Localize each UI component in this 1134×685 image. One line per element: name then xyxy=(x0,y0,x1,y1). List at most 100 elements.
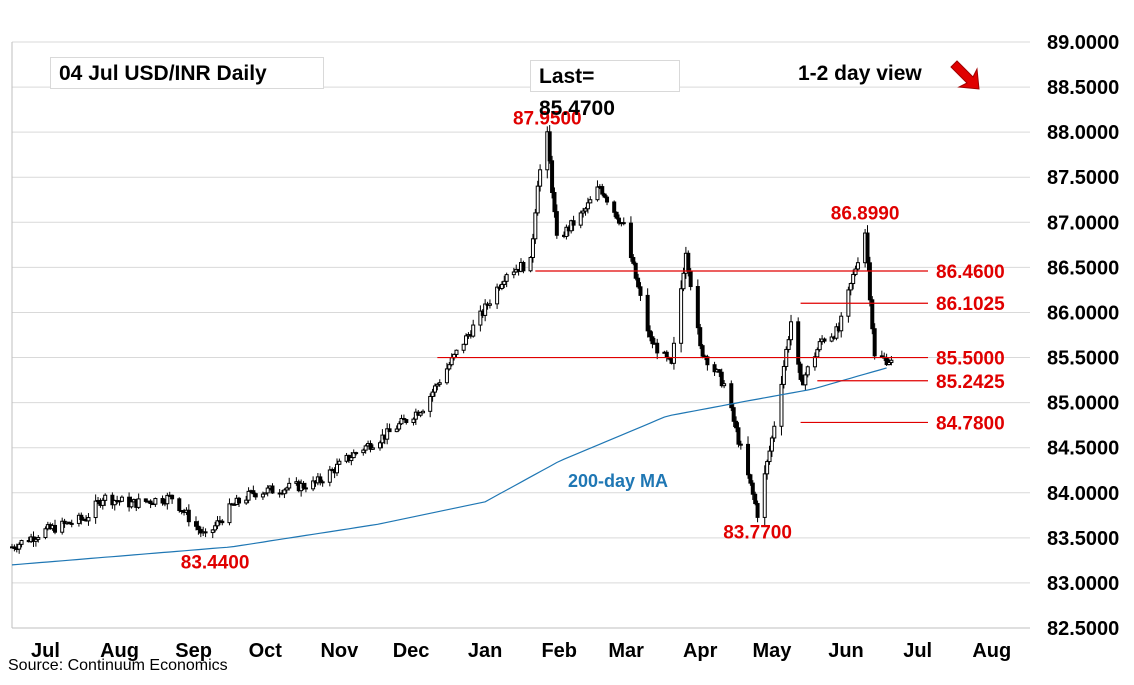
candle-body xyxy=(698,327,703,347)
level-label: 86.1025 xyxy=(936,294,1005,315)
candle-body xyxy=(638,286,643,296)
candle-body xyxy=(327,469,332,483)
y-tick-label: 85.5000 xyxy=(1047,348,1119,370)
candle-body xyxy=(428,395,433,412)
x-tick-label: Mar xyxy=(608,640,644,662)
candle-body xyxy=(839,315,844,332)
candle-body xyxy=(378,442,383,449)
x-tick-label: Feb xyxy=(541,640,577,662)
candle-body xyxy=(165,494,170,505)
candle-body xyxy=(748,474,753,484)
candle-body xyxy=(803,374,808,386)
candle-body xyxy=(399,417,404,425)
candle-body xyxy=(301,482,306,489)
level-label: 84.7800 xyxy=(936,413,1005,434)
candle-body xyxy=(628,222,633,259)
price-annotation: 87.9500 xyxy=(513,109,582,130)
candle-body xyxy=(786,339,791,350)
view-label: 1-2 day view xyxy=(798,62,922,85)
candle-body xyxy=(762,473,767,518)
candle-body xyxy=(19,540,24,545)
candle-body xyxy=(681,272,686,290)
candle-body xyxy=(215,520,220,527)
candle-body xyxy=(210,529,215,534)
candle-body xyxy=(287,482,292,489)
candle-body xyxy=(550,160,555,194)
candle-body xyxy=(36,536,41,540)
x-tick-label: Nov xyxy=(320,640,359,662)
candle-body xyxy=(829,336,834,342)
down-arrow-icon xyxy=(950,60,980,90)
candle-body xyxy=(401,417,406,421)
candle-body xyxy=(368,443,373,450)
price-annotation: 83.4400 xyxy=(181,552,250,573)
candle-body xyxy=(686,252,691,272)
candle-body xyxy=(320,481,325,484)
candle-body xyxy=(112,500,117,506)
candle-body xyxy=(79,514,84,521)
candle-body xyxy=(738,443,743,446)
candle-body xyxy=(432,385,437,393)
moving-average-label: 200-day MA xyxy=(568,471,668,491)
candle-body xyxy=(746,443,751,476)
candle-body xyxy=(464,335,469,345)
candle-body xyxy=(533,212,538,240)
candle-body xyxy=(781,365,786,385)
candle-body xyxy=(504,274,509,282)
candle-body xyxy=(717,369,722,373)
candle-body xyxy=(822,338,827,342)
candle-body xyxy=(502,280,507,285)
candle-body xyxy=(645,294,650,332)
candle-body xyxy=(798,363,803,380)
candle-body xyxy=(650,336,655,345)
x-tick-label: Sep xyxy=(175,640,212,662)
candle-body xyxy=(581,210,586,214)
candle-body xyxy=(186,509,191,523)
candle-body xyxy=(812,356,817,368)
candle-body xyxy=(729,383,734,409)
candle-body xyxy=(449,357,454,366)
candle-body xyxy=(554,211,559,236)
candle-body xyxy=(872,328,877,357)
candle-body xyxy=(311,480,316,490)
candle-body xyxy=(461,343,466,351)
candle-body xyxy=(404,419,409,423)
candle-body xyxy=(499,283,504,289)
candle-body xyxy=(143,498,148,502)
candle-body xyxy=(887,361,892,366)
candle-body xyxy=(337,460,342,465)
candle-body xyxy=(196,525,201,531)
candle-body xyxy=(103,494,108,501)
candle-body xyxy=(521,261,526,272)
candle-body xyxy=(616,217,621,224)
candle-body xyxy=(17,543,22,550)
candle-body xyxy=(848,283,853,291)
chart-title: 04 Jul USD/INR Daily xyxy=(50,57,324,89)
candle-body xyxy=(397,423,402,430)
candle-body xyxy=(712,364,717,373)
candle-body xyxy=(605,196,610,203)
x-tick-label: Oct xyxy=(249,640,283,662)
candle-body xyxy=(705,356,710,366)
y-tick-label: 86.5000 xyxy=(1047,257,1119,279)
candle-body xyxy=(177,498,182,511)
candle-body xyxy=(600,186,605,195)
candle-body xyxy=(530,238,535,258)
candle-body xyxy=(213,525,218,531)
candle-body xyxy=(43,528,48,538)
x-tick-label: Aug xyxy=(100,640,139,662)
candle-body xyxy=(569,220,574,232)
candle-body xyxy=(495,286,500,305)
x-tick-label: Jul xyxy=(31,640,60,662)
candle-body xyxy=(655,342,660,354)
x-tick-label: Aug xyxy=(972,640,1011,662)
y-tick-label: 83.0000 xyxy=(1047,573,1119,595)
candle-body xyxy=(538,169,543,187)
candle-body xyxy=(547,131,552,162)
candle-body xyxy=(636,277,641,288)
source-note: Source: Continuum Economics xyxy=(8,657,228,674)
candle-body xyxy=(870,299,875,330)
candle-body xyxy=(722,383,727,387)
candle-body xyxy=(227,503,232,524)
price-annotation: 86.8990 xyxy=(831,203,900,224)
